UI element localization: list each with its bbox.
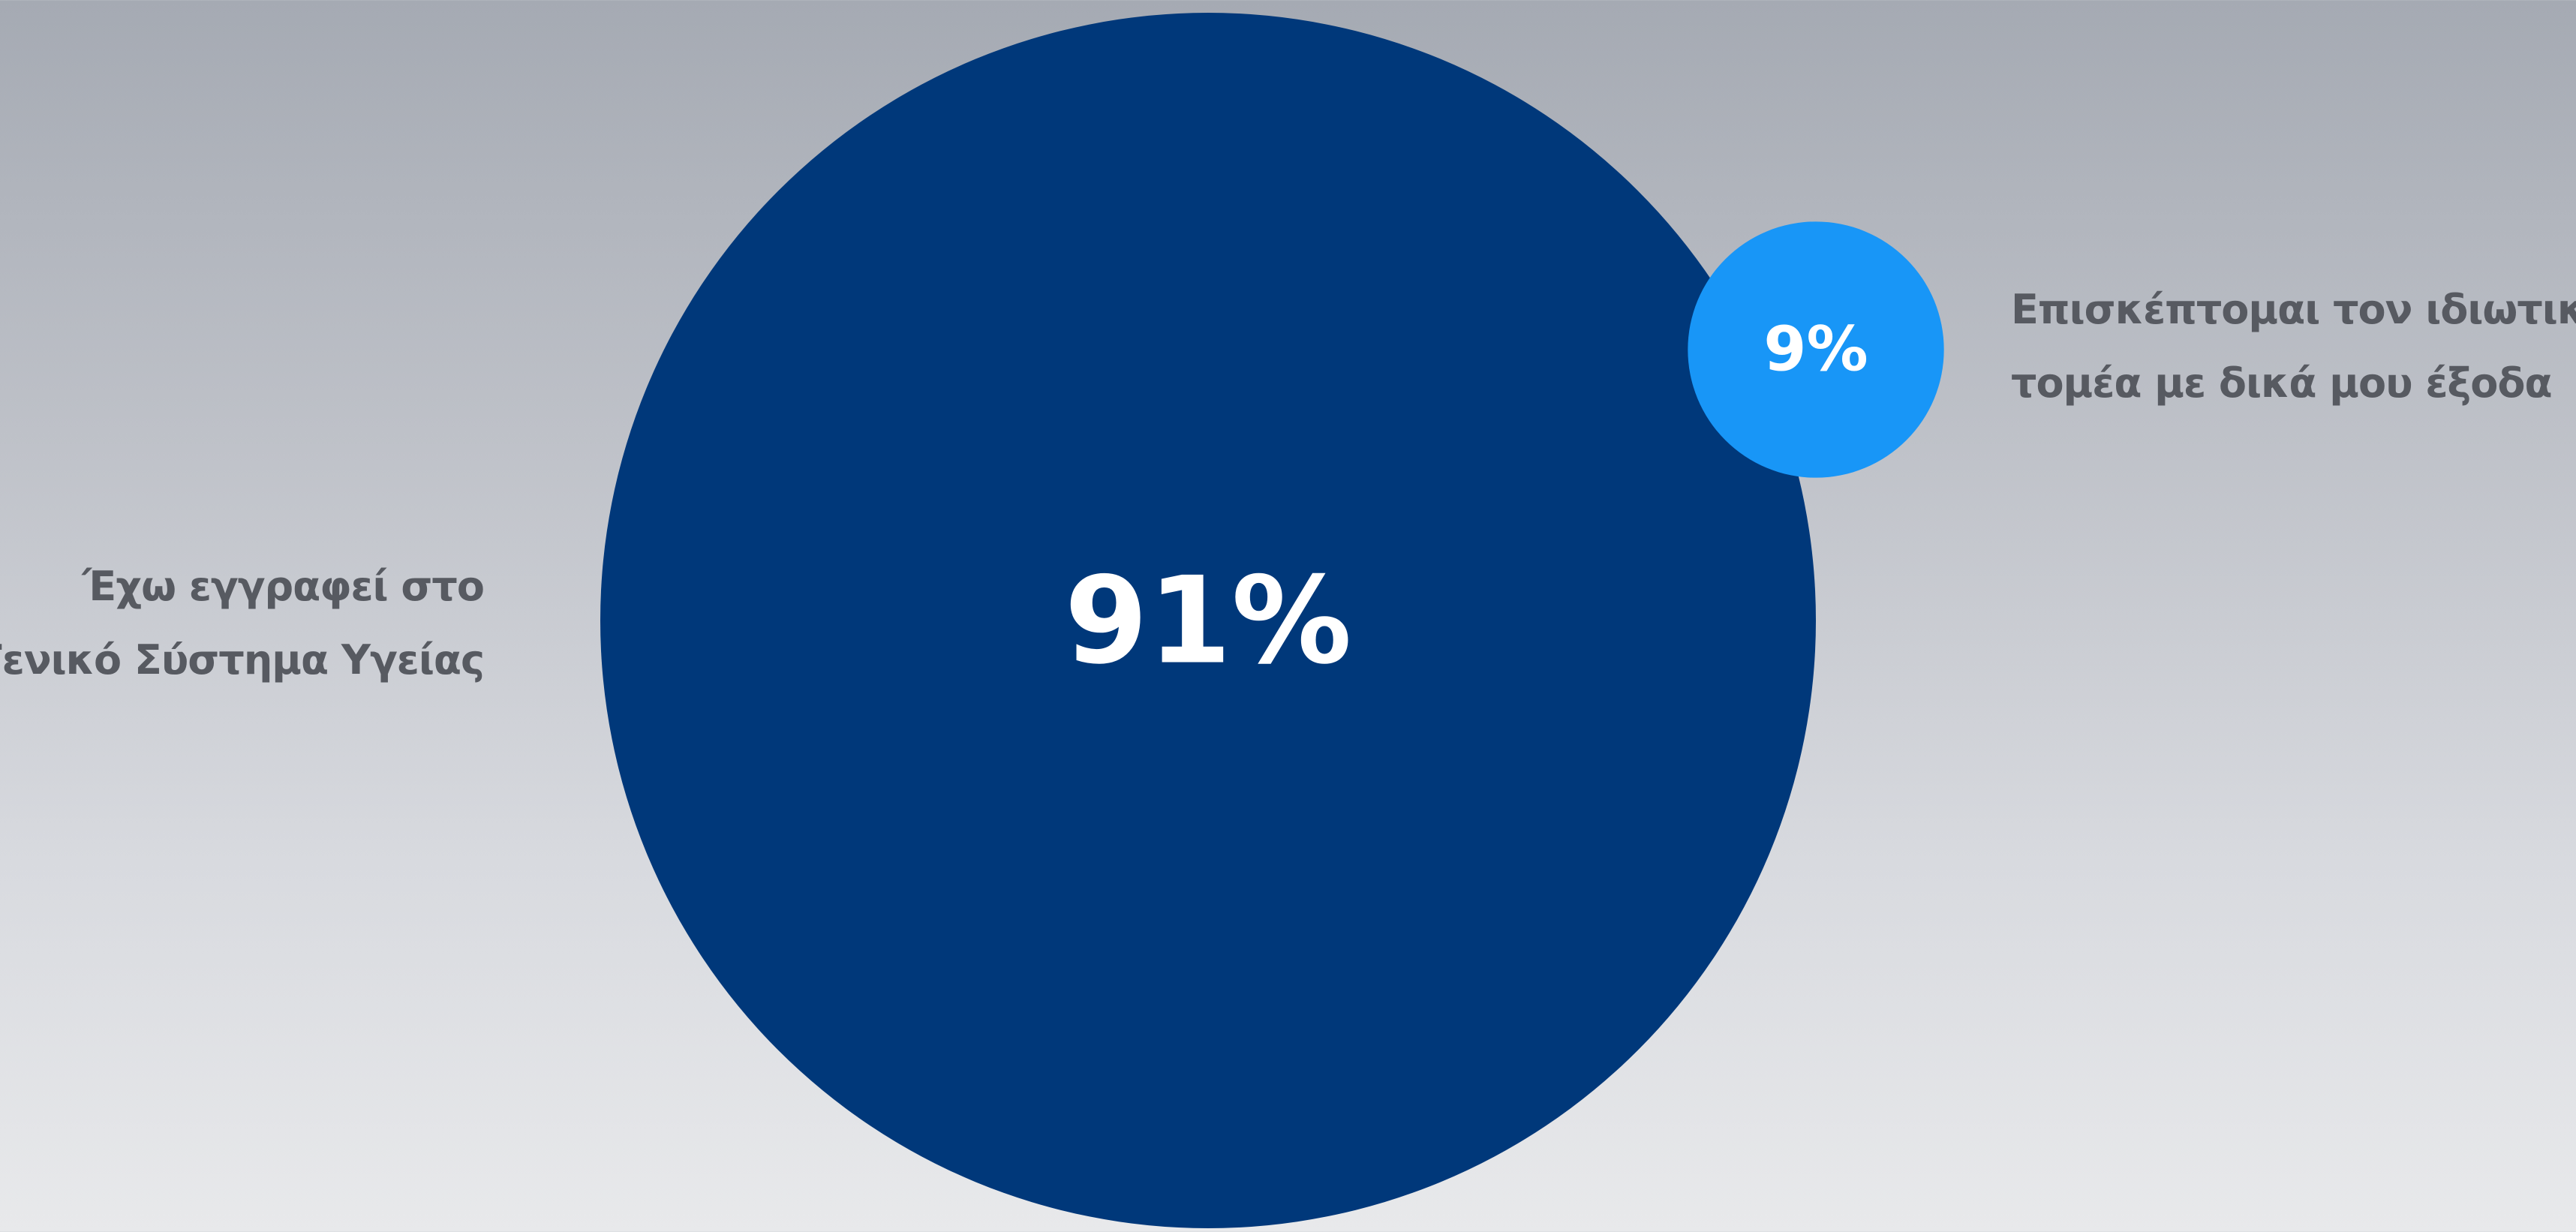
value-label-private-sector: 9% xyxy=(1763,314,1868,386)
category-label-public-health-system: Έχω εγγραφεί στο Γενικό Σύστημα Υγείας xyxy=(0,550,485,697)
category-label-line: τομέα με δικά μου έξοδα xyxy=(2011,359,2553,407)
category-label-line: Γενικό Σύστημα Υγείας xyxy=(0,636,485,684)
value-label-public-health-system: 91% xyxy=(1065,551,1352,691)
category-label-private-sector: Επισκέπτομαι τον ιδιωτικό τομέα με δικά … xyxy=(2011,273,2576,420)
bubble-private-sector xyxy=(1688,221,1944,478)
category-label-line: Επισκέπτομαι τον ιδιωτικό xyxy=(2011,286,2576,333)
category-label-line: Έχω εγγραφεί στο xyxy=(82,563,485,610)
bubble-public-health-system xyxy=(600,13,1816,1228)
